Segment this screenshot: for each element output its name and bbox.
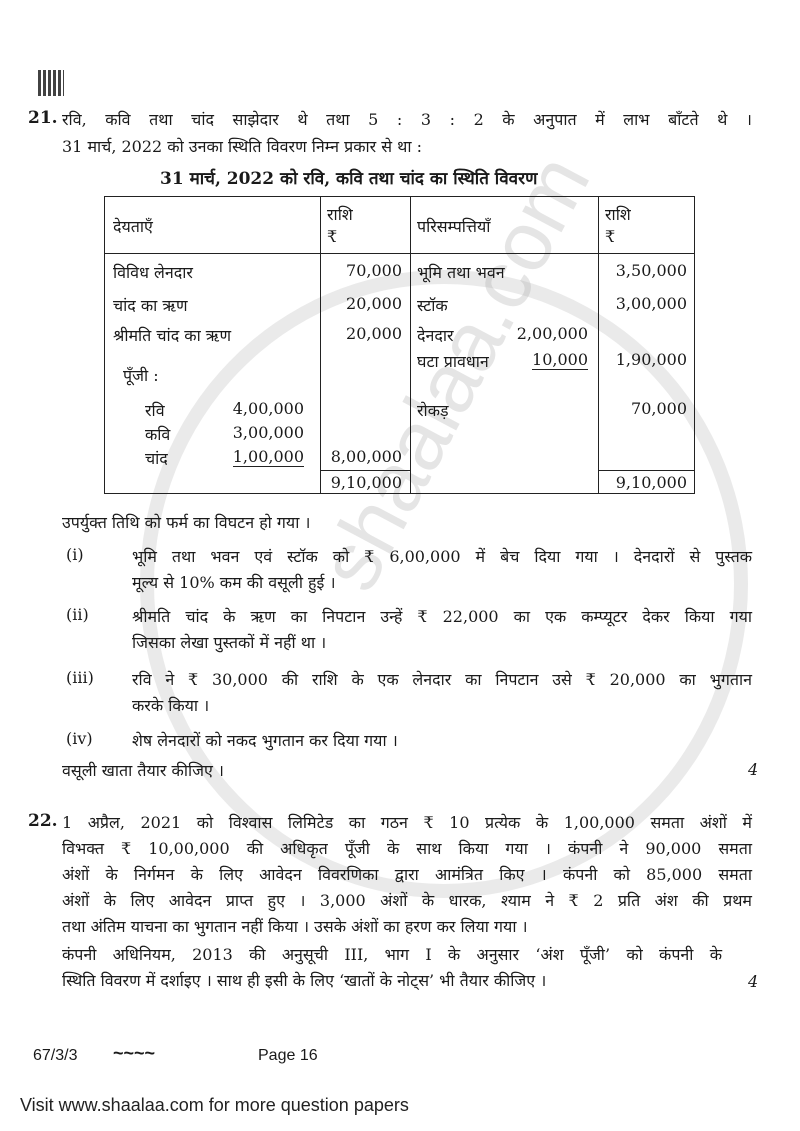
question-text: अंशों के निर्गमन के लिए आवेदन विवरणिका द… [62,865,752,884]
item-number: (i) [66,545,84,564]
item-text: जिसका लेखा पुस्तकों में नहीं था । [132,633,327,652]
asset-amount: 3,00,000 [615,294,687,313]
question-text: विभक्त ₹ 10,00,000 की अधिकृत पूँजी के सा… [62,839,752,858]
asset-amount: 3,50,000 [615,261,687,280]
marks: 4 [748,760,759,779]
header-currency: ₹ [327,227,338,246]
liability-amount: 20,000 [346,324,402,343]
item-text: करके किया । [132,696,210,715]
paper-code: 67/3/3 [33,1047,78,1064]
page-number: Page 16 [258,1047,318,1064]
header-amount: राशि [327,205,353,224]
liability-amount: 20,000 [346,294,402,313]
capital-partner: कवि [145,425,171,444]
item-number: (iii) [66,668,94,687]
balance-sheet-table: देयताएँ राशि ₹ परिसम्पत्तियाँ राशि ₹ विव… [104,196,695,494]
total-assets: 9,10,000 [615,473,687,492]
capital-partner: चांद [145,449,168,468]
question-text: 1 अप्रैल, 2021 को विश्वास लिमिटेड का गठन… [62,813,752,832]
question-text: स्थिति विवरण में दर्शाइए । साथ ही इसी के… [62,971,547,990]
ornament: ~~~~ [113,1043,156,1063]
asset-amount: 70,000 [631,399,687,418]
header-currency: ₹ [605,227,616,246]
asset-sub-amount: 2,00,000 [516,324,588,343]
asset-label: स्टॉक [417,296,448,315]
question-text: अंशों के लिए आवेदन प्राप्त हुए । 3,000 अ… [62,891,752,910]
marks: 4 [748,972,759,991]
item-number: (ii) [66,605,89,624]
capital-partner: रवि [145,401,165,420]
asset-label: भूमि तथा भवन [417,263,505,282]
capital-label: पूँजी : [123,366,159,385]
item-text: रवि ने ₹ 30,000 की राशि के एक लेनदार का … [132,670,752,689]
total-liabilities: 9,10,000 [330,473,402,492]
item-text: शेष लेनदारों को नकद भुगतान कर दिया गया । [132,731,398,750]
qr-code-icon [38,70,64,96]
table-title: 31 मार्च, 2022 को रवि, कवि तथा चांद का स… [160,169,538,189]
item-text: भूमि तथा भवन एवं स्टॉक को ₹ 6,00,000 में… [132,547,752,566]
header-amount: राशि [605,205,631,224]
asset-label: रोकड़ [417,401,449,420]
capital-amount: 3,00,000 [232,423,304,442]
question-number: 21. [28,108,58,128]
item-text: मूल्य से 10% कम की वसूली हुई । [132,573,336,592]
capital-amount: 4,00,000 [232,399,304,418]
dissolution-text: उपर्युक्त तिथि को फर्म का विघटन हो गया । [62,513,311,532]
question-text: 31 मार्च, 2022 को उनका स्थिति विवरण निम्… [62,137,423,156]
question-text: तथा अंतिम याचना का भुगतान नहीं किया । उस… [62,917,528,936]
task-text: वसूली खाता तैयार कीजिए । [62,761,224,780]
liability-label: श्रीमति चांद का ऋण [113,326,232,345]
capital-total: 8,00,000 [330,447,402,466]
capital-amount: 1,00,000 [232,447,304,467]
header-liabilities: देयताएँ [113,217,153,236]
asset-label: घटा प्रावधान [417,352,489,371]
visit-link[interactable]: Visit www.shaalaa.com for more question … [20,1095,409,1115]
asset-sub-amount: 10,000 [532,350,588,370]
liability-label: चांद का ऋण [113,296,188,315]
liability-amount: 70,000 [346,261,402,280]
question-text: कंपनी अधिनियम, 2013 की अनुसूची III, भाग … [62,945,722,964]
liability-label: विविध लेनदार [113,263,193,282]
asset-label: देनदार [417,326,454,345]
item-number: (iv) [66,729,93,748]
question-text: रवि, कवि तथा चांद साझेदार थे तथा 5 : 3 :… [62,110,752,129]
header-assets: परिसम्पत्तियाँ [417,217,491,236]
item-text: श्रीमति चांद के ऋण का निपटान उन्हें ₹ 22… [132,607,752,626]
question-number: 22. [28,811,58,831]
asset-amount: 1,90,000 [615,350,687,369]
